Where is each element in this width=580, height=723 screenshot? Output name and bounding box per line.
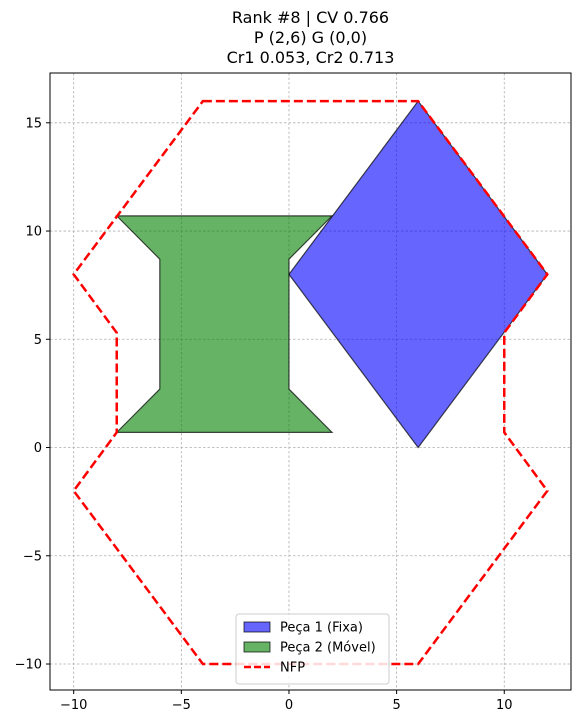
legend-box <box>235 613 390 685</box>
y-tick-label: −5 <box>23 549 42 564</box>
legend-label-1: Peça 1 (Fixa) <box>280 621 363 636</box>
legend: Peça 1 (Fixa) Peça 2 (Móvel) NFP <box>235 613 390 685</box>
grid-lines <box>50 73 571 690</box>
y-tick-label: 10 <box>25 225 42 240</box>
y-tick-label: 15 <box>25 116 42 131</box>
title-line-1: Rank #8 | CV 0.766 <box>232 8 389 27</box>
legend-swatch-2 <box>243 641 271 653</box>
series-3-outline <box>72 99 549 666</box>
legend-swatch-1 <box>243 621 271 633</box>
legend-label-3: NFP <box>280 661 305 676</box>
y-tick-label: −10 <box>15 658 42 673</box>
y-tick-label: 0 <box>34 441 42 456</box>
x-tick-label: 0 <box>285 698 293 713</box>
axis-ticks: −10 −5 0 5 10 −10 −5 0 5 10 15 <box>15 116 513 713</box>
x-tick-label: 5 <box>392 698 400 713</box>
x-tick-label: 10 <box>496 698 513 713</box>
y-tick-label: 5 <box>34 333 42 348</box>
title-line-2: P (2,6) G (0,0) <box>254 28 367 47</box>
legend-label-2: Peça 2 (Móvel) <box>280 641 376 656</box>
series-layer <box>72 99 549 666</box>
series-1-polygon <box>288 100 549 449</box>
x-tick-label: −5 <box>172 698 191 713</box>
x-tick-label: −10 <box>60 698 87 713</box>
title-line-3: Cr1 0.053, Cr2 0.713 <box>227 48 395 67</box>
series-2-polygon <box>115 215 334 433</box>
axes-frame <box>49 72 572 691</box>
